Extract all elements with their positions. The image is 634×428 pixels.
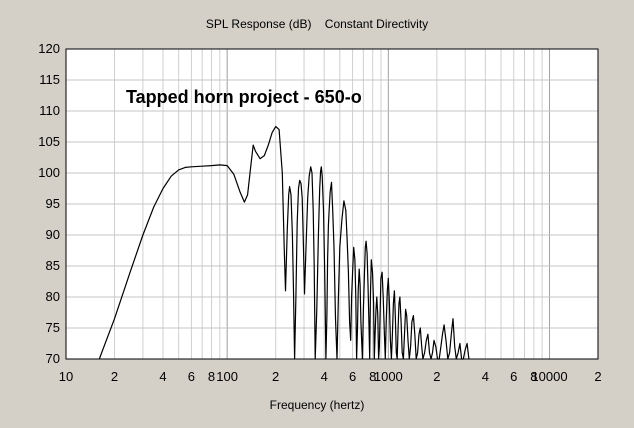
- y-tick-label: 95: [46, 196, 60, 211]
- y-tick-label: 90: [46, 227, 60, 242]
- x-axis-label: Frequency (hertz): [269, 398, 365, 412]
- x-tick-label: 6: [349, 369, 356, 384]
- y-tick-label: 110: [39, 103, 60, 118]
- x-tick-label: 6: [188, 369, 195, 384]
- chart-annotation: Tapped horn project - 650-o: [126, 87, 362, 107]
- y-tick-label: 105: [38, 134, 60, 149]
- y-tick-label: 85: [46, 258, 60, 273]
- x-tick-label: 10: [59, 369, 73, 384]
- x-tick-label: 100: [216, 369, 238, 384]
- y-tick-label: 115: [39, 72, 60, 87]
- y-tick-label: 70: [46, 351, 60, 366]
- x-tick-label: 8: [208, 369, 215, 384]
- x-tick-label: 2: [272, 369, 279, 384]
- y-tick-label: 100: [38, 165, 60, 180]
- x-tick-label: 1000: [374, 369, 403, 384]
- x-tick-label: 4: [482, 369, 489, 384]
- x-tick-label: 2: [433, 369, 440, 384]
- y-tick-label: 80: [46, 289, 60, 304]
- y-tick-label: 75: [46, 320, 60, 335]
- spl-response-line: [98, 125, 470, 360]
- chart-title: SPL Response (dB) Constant Directivity: [205, 17, 429, 31]
- x-tick-label: 2: [111, 369, 118, 384]
- x-tick-label: 2: [594, 369, 601, 384]
- x-tick-label: 8: [369, 369, 376, 384]
- x-tick-label: 6: [510, 369, 517, 384]
- y-tick-labels: 70 75 80 85 90 95 100 105 110 115 120: [38, 41, 60, 366]
- x-tick-label: 10000: [531, 369, 567, 384]
- x-tick-label: 8: [530, 369, 537, 384]
- y-tick-label: 120: [38, 41, 60, 56]
- plot-border: [65, 48, 599, 360]
- x-tick-label: 4: [159, 369, 166, 384]
- x-tick-label: 4: [321, 369, 328, 384]
- series-group: [98, 125, 470, 360]
